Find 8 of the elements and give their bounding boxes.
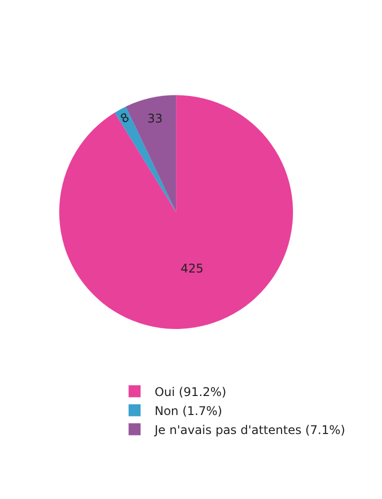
pie-slice <box>59 95 293 329</box>
legend-label: Je n'avais pas d'attentes (7.1%) <box>154 422 346 437</box>
legend-label: Non (1.7%) <box>154 404 222 418</box>
data-label: 8 <box>118 110 132 126</box>
legend-label: Oui (91.2%) <box>154 384 226 399</box>
data-label: 33 <box>147 112 163 126</box>
data-label: 425 <box>180 261 204 276</box>
pie-slice <box>114 106 176 212</box>
